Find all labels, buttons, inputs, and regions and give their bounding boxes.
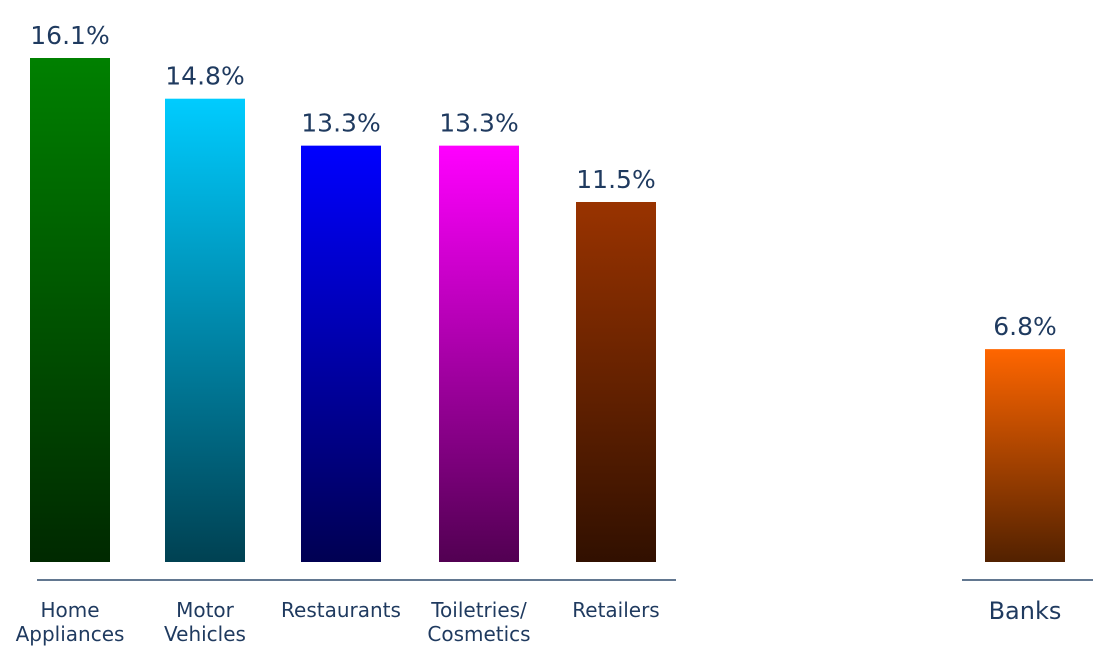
data-label: 6.8% bbox=[993, 312, 1057, 341]
data-label: 13.3% bbox=[439, 109, 518, 138]
bar bbox=[165, 98, 245, 563]
bar bbox=[439, 145, 519, 563]
category-label: Banks bbox=[989, 597, 1062, 625]
category-label: Toiletries/ bbox=[430, 598, 527, 622]
category-label: Motor bbox=[176, 598, 235, 622]
bar bbox=[985, 349, 1065, 562]
category-label: Retailers bbox=[572, 598, 659, 622]
category-label: Vehicles bbox=[164, 622, 246, 646]
bar bbox=[30, 58, 110, 562]
data-label: 11.5% bbox=[576, 165, 655, 194]
category-label: Cosmetics bbox=[427, 622, 530, 646]
bar bbox=[301, 145, 381, 563]
category-label: Home bbox=[40, 598, 99, 622]
data-label: 16.1% bbox=[30, 21, 109, 50]
category-label: Appliances bbox=[16, 622, 125, 646]
category-label: Restaurants bbox=[281, 598, 401, 622]
data-label: 14.8% bbox=[165, 62, 244, 91]
bar bbox=[576, 202, 656, 562]
data-label: 13.3% bbox=[301, 109, 380, 138]
